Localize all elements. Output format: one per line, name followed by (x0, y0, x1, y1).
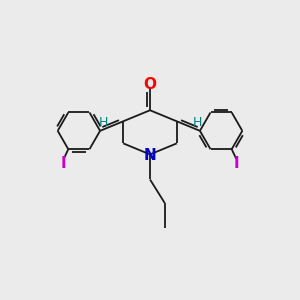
Text: I: I (233, 156, 239, 171)
Text: I: I (61, 156, 67, 171)
Text: H: H (98, 116, 108, 129)
Text: N: N (144, 148, 156, 164)
Text: H: H (192, 116, 202, 129)
Text: O: O (143, 77, 157, 92)
